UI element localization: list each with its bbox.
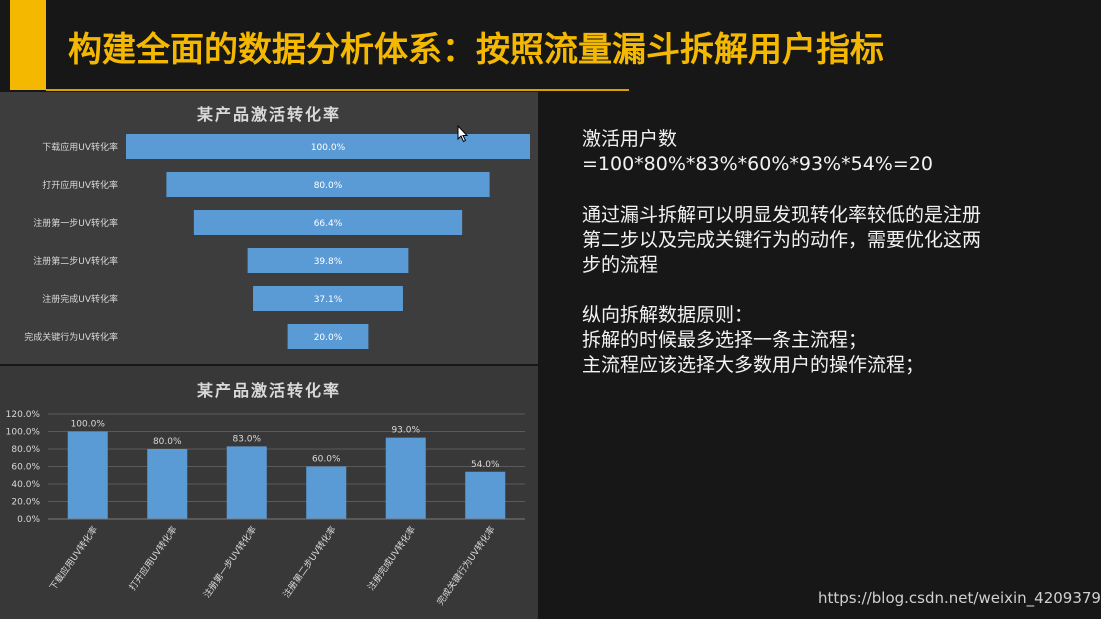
x-category-label: 注册完成UV转化率 [365, 524, 418, 593]
column-value-label: 83.0% [232, 434, 261, 444]
funnel-bar [247, 248, 409, 273]
column-value-label: 100.0% [71, 420, 106, 430]
x-category-label: 注册第一步UV转化率 [201, 524, 259, 600]
funnel-category-label: 注册第一步UV转化率 [33, 217, 118, 229]
column-bar [147, 449, 188, 519]
activated-users-heading: 激活用户数 [582, 128, 678, 150]
activated-users-formula: =100*80%*83%*60%*93%*54%=20 [582, 153, 933, 175]
funnel-bar-label: 80.0% [314, 181, 343, 191]
column-chart-title: 某产品激活转化率 [196, 381, 341, 400]
funnel-category-label: 注册第二步UV转化率 [33, 255, 118, 267]
column-value-label: 60.0% [312, 455, 341, 465]
mouse-cursor-icon [457, 125, 469, 143]
principle-line-1: 拆解的时候最多选择一条主流程； [582, 329, 868, 351]
x-category-label: 注册第二步UV转化率 [280, 524, 338, 600]
principle-heading: 纵向拆解数据原则： [582, 304, 754, 326]
title-underline [46, 89, 629, 91]
column-bar [385, 437, 426, 519]
column-bar [306, 466, 347, 519]
funnel-bar [287, 324, 369, 349]
funnel-bar-label: 100.0% [311, 143, 346, 153]
insight-line-3: 步的流程 [582, 254, 659, 276]
column-chart-panel: 某产品激活转化率 0.0% 20.0% 40.0% 60.0% 80.0% 100.0% 1… [0, 366, 538, 619]
funnel-bar-label: 37.1% [314, 295, 343, 305]
y-tick-label: 120.0% [6, 410, 41, 420]
y-tick-label: 100.0% [6, 428, 41, 438]
y-tick-label: 80.0% [11, 445, 40, 455]
y-tick-label: 0.0% [17, 515, 40, 525]
funnel-bar [253, 286, 403, 311]
column-bar [465, 471, 506, 519]
funnel-bar [166, 172, 490, 197]
column-value-label: 80.0% [153, 437, 182, 447]
funnel-category-label: 下载应用UV转化率 [42, 141, 118, 153]
column-bar [67, 431, 108, 519]
funnel-category-label: 注册完成UV转化率 [42, 293, 118, 305]
y-tick-label: 20.0% [11, 498, 40, 508]
x-category-label: 打开应用UV转化率 [126, 524, 179, 593]
insight-line-2: 第二步以及完成关键行为的动作，需要优化这两 [582, 229, 982, 251]
title-accent-bar [10, 0, 46, 90]
funnel-bar-label: 39.8% [314, 257, 343, 267]
principle-line-2: 主流程应该选择大多数用户的操作流程； [582, 354, 925, 376]
slide-title: 构建全面的数据分析体系：按照流量漏斗拆解用户指标 [68, 30, 884, 70]
funnel-bar-label: 66.4% [314, 219, 343, 229]
funnel-chart: 100.0% 下载应用UV转化率 80.0% 打开应用UV转化率 66.4% 注册第一步U… [24, 134, 530, 349]
funnel-chart-panel: 某产品激活转化率 100.0% 下载应用UV转化率 80.0% 打开应用UV转化率 66… [0, 92, 538, 364]
funnel-chart-title: 某产品激活转化率 [196, 105, 341, 124]
column-value-label: 93.0% [391, 426, 420, 436]
column-chart: 0.0% 20.0% 40.0% 60.0% 80.0% 100.0% 120.0% 100.… [6, 410, 525, 608]
y-tick-label: 60.0% [11, 463, 40, 473]
watermark: https://blog.csdn.net/weixin_42093798 [818, 589, 1101, 607]
insight-line-1: 通过漏斗拆解可以明显发现转化率较低的是注册 [582, 204, 982, 226]
funnel-category-label: 完成关键行为UV转化率 [24, 331, 118, 343]
column-bar [226, 446, 267, 519]
x-category-label: 完成关键行为UV转化率 [434, 524, 498, 608]
funnel-category-label: 打开应用UV转化率 [42, 179, 118, 191]
column-value-label: 54.0% [471, 460, 500, 470]
funnel-bar [193, 210, 463, 235]
funnel-bar-label: 20.0% [314, 333, 343, 343]
y-tick-label: 40.0% [11, 480, 40, 490]
x-category-label: 下载应用UV转化率 [47, 524, 100, 593]
